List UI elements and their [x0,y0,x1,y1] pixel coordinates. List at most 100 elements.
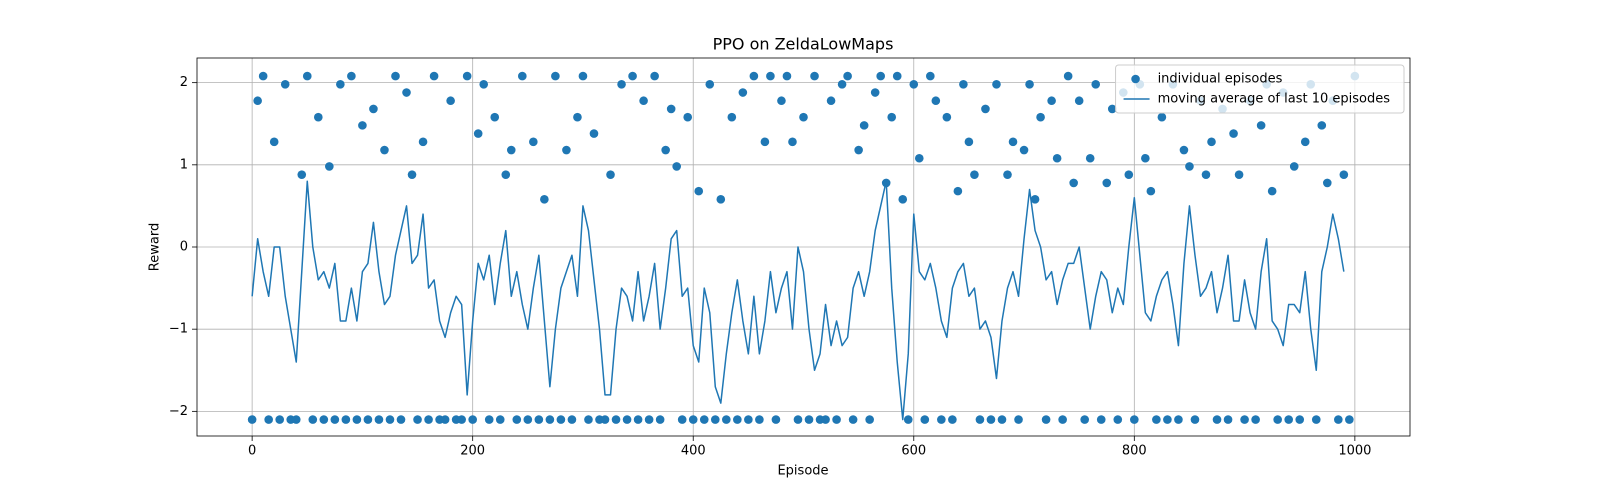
scatter-point [843,71,852,81]
scatter-point [1190,415,1200,424]
scatter-point [1157,112,1167,122]
scatter-point [699,415,709,424]
scatter-point [898,195,908,204]
scatter-point [1284,415,1293,424]
scatter-point [462,71,472,81]
scatter-point [314,112,323,122]
scatter-point [506,145,516,155]
scatter-point [1096,415,1106,424]
scatter-point [738,88,748,97]
y-tick-label: −1 [169,322,188,337]
scatter-point [672,162,681,171]
scatter-point [584,415,593,424]
moving-average-line [251,180,1345,421]
x-tick-label: 600 [901,444,926,459]
scatter-point [479,79,489,89]
x-tick-label: 400 [681,444,706,459]
scatter-point [810,71,819,81]
scatter-point [920,415,930,424]
scatter-point [551,71,560,81]
scatter-point [352,415,362,424]
scatter-point [1036,112,1045,122]
scatter-point [710,415,720,424]
scatter-point [457,415,466,424]
scatter-point [1317,121,1327,130]
scatter-point [661,145,670,155]
scatter-point [308,415,318,424]
scatter-point [1289,162,1299,171]
scatter-point [446,96,455,106]
scatter-point [269,137,279,147]
scatter-point [975,415,985,424]
scatter-point [1251,415,1260,424]
x-tick-label: 0 [248,444,256,459]
scatter-point [655,415,665,424]
scatter-point [1008,137,1018,147]
scatter-point [727,112,737,122]
scatter-point [1069,178,1078,188]
scatter-point [562,145,571,155]
scatter-point [1207,137,1216,147]
scatter-point [666,104,676,114]
scatter-point [887,112,897,122]
scatter-point [804,415,814,424]
scatter-point [683,112,693,122]
scatter-point [1163,415,1172,424]
scatter-point [247,415,257,424]
scatter-point [1025,79,1034,89]
scatter-point [650,71,659,81]
scatter-point [997,415,1007,424]
scatter-point [473,129,483,138]
scatter-point [1102,178,1112,188]
scatter-point [468,415,477,424]
scatter-point [694,186,704,196]
scatter-point [1113,415,1123,424]
scatter-point [347,71,356,81]
scatter-point [733,415,742,424]
scatter-point [1063,71,1073,81]
scatter-point [1212,415,1222,424]
scatter-point [909,79,919,89]
scatter-point [622,415,632,424]
scatter-point [914,153,924,163]
scatter-point [903,415,913,424]
axes-frame [196,57,1411,437]
scatter-point [970,170,979,179]
scatter-point [518,71,527,81]
scatter-point [341,415,351,424]
y-tick-label: 1 [180,157,188,172]
scatter-point [937,415,946,424]
scatter-point [1322,178,1332,188]
scatter-point [633,415,643,424]
scatter-point [264,415,273,424]
scatter-point [848,415,858,424]
scatter-point [501,170,511,179]
scatter-point [302,71,312,81]
scatter-point [870,88,880,97]
scatter-point [1052,153,1062,163]
scatter-point [413,415,422,424]
scatter-point [1311,415,1321,424]
scatter-point [330,415,340,424]
scatter-point [567,415,577,424]
scatter-point [490,112,500,122]
scatter-point [1174,415,1183,424]
scatter-point [1030,195,1040,204]
scatter-point [512,415,522,424]
scatter-point [744,415,753,424]
scatter-point [892,71,902,81]
scatter-point [716,195,726,204]
scatter-point [859,121,869,130]
scatter-point [385,415,395,424]
scatter-point [644,415,654,424]
scatter-point [484,415,494,424]
scatter-point [755,415,764,424]
scatter-point [578,71,588,81]
scatter-point [325,162,334,171]
scatter-point [573,112,582,122]
scatter-point [556,415,566,424]
scatter-point [837,79,847,89]
scatter-point [407,170,417,179]
scatter-point [600,415,610,424]
